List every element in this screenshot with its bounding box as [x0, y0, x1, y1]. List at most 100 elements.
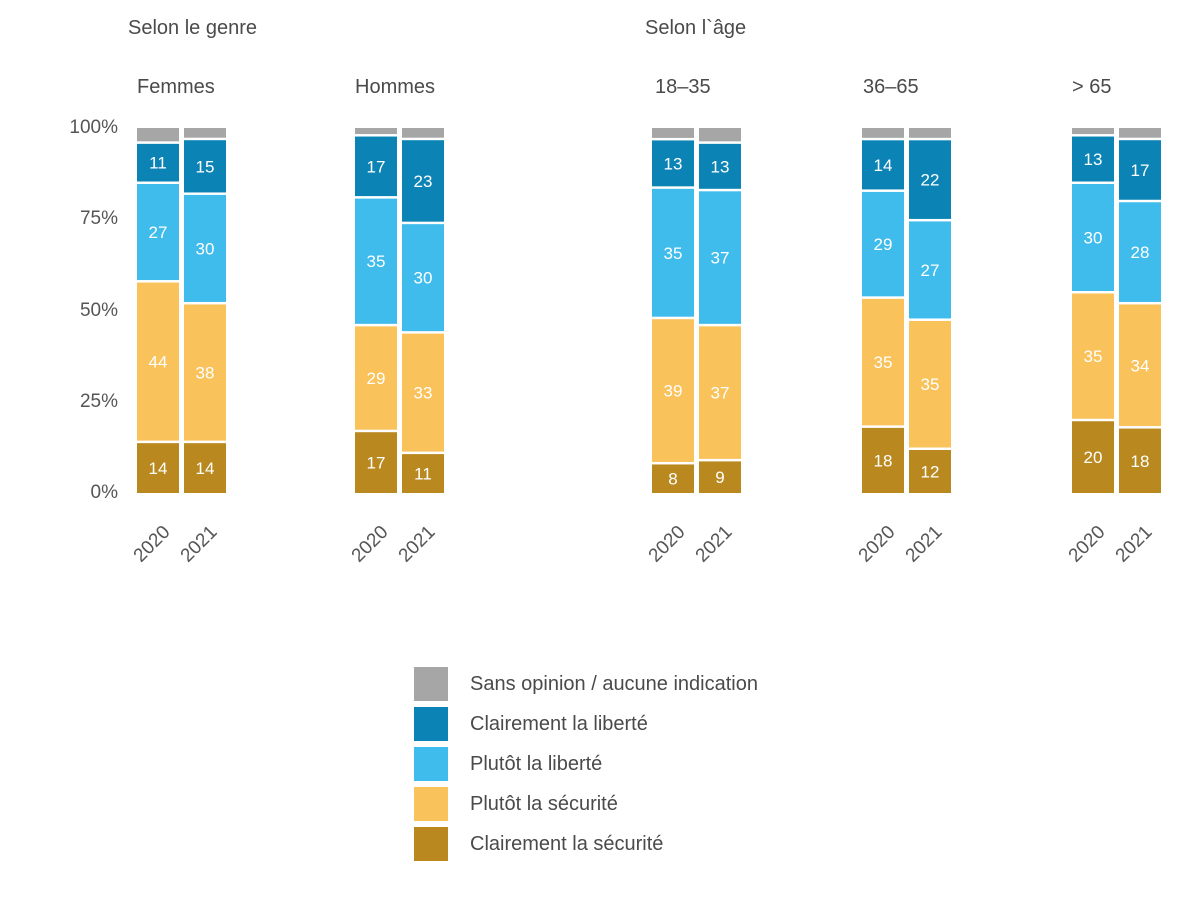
data-label: 35 [874, 353, 893, 372]
data-label: 17 [367, 454, 386, 473]
bar-segment-clairement-securite [402, 454, 444, 493]
group-title-over-65: > 65 [1072, 76, 1112, 98]
x-tick-label-year: 2021 [692, 522, 737, 567]
bar-segment-sans-opinion [355, 128, 397, 135]
bar-segment-sans-opinion [1072, 128, 1114, 135]
stacked-bar-chart: 14 44 27 11 2020 14 38 30 15 2021 17 29 35 17 2020 11 33… [130, 128, 1161, 567]
legend-swatch [414, 787, 448, 821]
legend-label: Clairement la sécurité [470, 833, 664, 855]
data-label: 18 [1131, 452, 1150, 471]
bar-segment-clairement-securite [355, 432, 397, 493]
legend-swatch [414, 747, 448, 781]
bar-segment-sans-opinion [699, 128, 741, 142]
data-label: 23 [414, 172, 433, 191]
x-tick-label-year: 2020 [130, 522, 175, 567]
x-tick-label-year: 2021 [902, 522, 947, 567]
bar-segment-clairement-liberte [137, 143, 179, 182]
legend-label: Sans opinion / aucune indication [470, 673, 758, 695]
data-label: 11 [149, 154, 167, 173]
data-label: 18 [874, 451, 893, 470]
data-label: 34 [1131, 356, 1150, 375]
x-tick-label-year: 2020 [645, 522, 690, 567]
data-label: 28 [1131, 243, 1150, 262]
bar-segment-plutot-liberte [402, 224, 444, 332]
bar-segment-clairement-liberte [402, 140, 444, 222]
bar-segment-plutot-securite [909, 320, 951, 448]
bar-segment-clairement-securite [184, 443, 226, 493]
bar-segment-plutot-securite [652, 319, 694, 462]
bar-segment-plutot-liberte [1072, 184, 1114, 291]
bar-segment-plutot-liberte [137, 184, 179, 281]
data-label: 14 [149, 459, 168, 478]
x-tick-label-year: 2020 [348, 522, 393, 567]
y-tick-label: 75% [79, 208, 118, 229]
data-label: 27 [149, 223, 168, 242]
legend-swatch [414, 827, 448, 861]
y-tick-label: 100% [69, 117, 118, 138]
bar-segment-plutot-securite [355, 326, 397, 430]
bar-segment-clairement-liberte [1119, 140, 1161, 200]
x-tick-label-year: 2020 [855, 522, 900, 567]
bar-segment-plutot-liberte [699, 191, 741, 324]
group-title-hommes: Hommes [355, 76, 436, 98]
data-label: 29 [874, 235, 893, 254]
x-tick-label-year: 2021 [1112, 522, 1157, 567]
bar-segment-clairement-securite [909, 450, 951, 493]
data-label: 15 [196, 157, 215, 176]
x-tick-label-year: 2020 [1065, 522, 1110, 567]
bar-segment-plutot-securite [1072, 293, 1114, 419]
data-label: 30 [414, 269, 433, 288]
section-title-age: Selon l`âge [645, 17, 747, 39]
data-label: 14 [874, 156, 893, 175]
y-tick-label: 25% [79, 391, 118, 412]
data-label: 20 [1084, 448, 1103, 467]
bar-segment-plutot-liberte [909, 221, 951, 319]
bar-segment-clairement-liberte [699, 143, 741, 189]
data-label: 17 [1131, 161, 1150, 180]
bar-segment-sans-opinion [184, 128, 226, 138]
data-label: 33 [414, 384, 433, 403]
group-title-36-65: 36–65 [863, 76, 919, 98]
bar-segment-plutot-liberte [652, 188, 694, 317]
bar-segment-clairement-securite [862, 427, 904, 493]
bar-segment-plutot-liberte [184, 194, 226, 302]
x-tick-label-year: 2021 [395, 522, 440, 567]
bar-segment-clairement-securite [137, 443, 179, 493]
bar-segment-clairement-liberte [862, 140, 904, 190]
data-label: 11 [414, 465, 432, 484]
data-label: 35 [1084, 347, 1103, 366]
data-label: 14 [196, 459, 215, 478]
group-title-18-35: 18–35 [655, 76, 711, 98]
bar-segment-plutot-securite [862, 298, 904, 426]
bar-segment-plutot-securite [699, 326, 741, 459]
data-label: 37 [711, 249, 730, 268]
legend-swatch [414, 707, 448, 741]
legend-label: Plutôt la liberté [470, 753, 603, 775]
bar-segment-plutot-securite [184, 304, 226, 441]
bar-segment-sans-opinion [862, 128, 904, 138]
bar-segment-sans-opinion [652, 128, 694, 138]
data-label: 8 [668, 470, 677, 489]
x-tick-label-year: 2021 [177, 522, 222, 567]
group-title-femmes: Femmes [137, 76, 215, 98]
bar-segment-plutot-liberte [1119, 202, 1161, 302]
y-tick-label: 50% [79, 300, 118, 321]
bar-segment-clairement-liberte [909, 140, 951, 219]
data-label: 9 [715, 468, 724, 487]
bar-segment-plutot-liberte [862, 191, 904, 297]
bar-segment-plutot-securite [402, 333, 444, 452]
data-label: 22 [921, 171, 940, 190]
legend-label: Plutôt la sécurité [470, 793, 618, 815]
data-label: 37 [711, 384, 730, 403]
bar-segment-sans-opinion [137, 128, 179, 142]
data-label: 39 [664, 382, 683, 401]
bar-segment-clairement-securite [1072, 421, 1114, 493]
section-title-genre: Selon le genre [128, 17, 257, 39]
bar-segment-sans-opinion [402, 128, 444, 138]
bar-segment-clairement-securite [699, 461, 741, 493]
data-label: 13 [664, 154, 683, 173]
bar-segment-sans-opinion [1119, 128, 1161, 138]
data-label: 35 [921, 375, 940, 394]
legend-swatch [414, 667, 448, 701]
bar-segment-clairement-liberte [652, 140, 694, 187]
